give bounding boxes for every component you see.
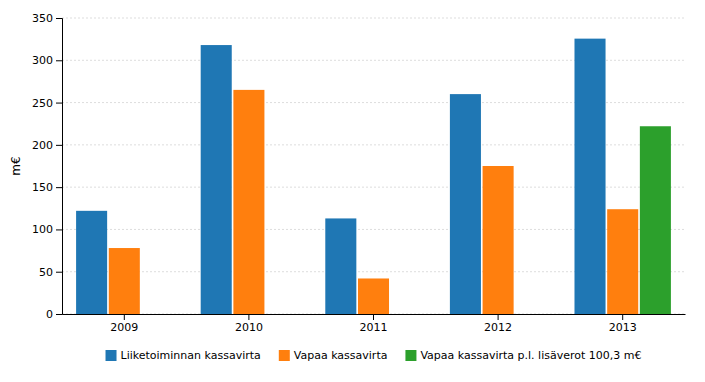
tick-label: 150 (32, 181, 53, 194)
tick: 250 (32, 97, 62, 110)
tick-mark (124, 314, 125, 320)
bar-series (109, 90, 638, 314)
tick-mark (56, 103, 62, 104)
tick: 2013 (609, 314, 637, 334)
tick-label: 50 (39, 266, 53, 279)
tick-label: 300 (32, 54, 53, 67)
legend-label: Vapaa kassavirta (294, 349, 388, 362)
plot-area: 2009 2010 2011 2012 2013 0 50 100 150 200 250 300 35… (32, 12, 686, 334)
tick: 200 (32, 139, 62, 152)
tick-mark (56, 229, 62, 230)
legend-item: Vapaa kassavirta (279, 349, 388, 362)
grid (62, 18, 685, 314)
bar (325, 218, 356, 314)
bar (450, 94, 481, 314)
bar (109, 248, 140, 314)
x-axis: 2009 2010 2011 2012 2013 (63, 314, 686, 334)
y-axis: 0 50 100 150 200 250 300 350 (32, 12, 63, 321)
bar (515, 314, 546, 315)
tick-mark (56, 145, 62, 146)
tick-label: 0 (46, 308, 53, 321)
tick-mark (498, 314, 499, 320)
bar-series (640, 126, 671, 314)
legend-label: Liiketoiminnan kassavirta (121, 349, 261, 362)
bar (391, 314, 422, 315)
bar (141, 314, 172, 315)
tick-label: 2012 (484, 321, 512, 334)
grid-line (62, 18, 685, 19)
tick-label: 2010 (235, 321, 263, 334)
legend-swatch (106, 350, 117, 361)
tick-mark (56, 18, 62, 19)
tick-mark (56, 187, 62, 188)
bar (607, 209, 638, 314)
tick: 2011 (360, 314, 388, 334)
legend: Liiketoiminnan kassavirta Vapaa kassavirt… (106, 349, 642, 362)
bar (358, 278, 389, 314)
tick-label: 2013 (609, 321, 637, 334)
bar (233, 90, 264, 314)
axis-line (56, 19, 63, 315)
bar (574, 39, 605, 314)
bars (76, 39, 671, 314)
tick: 2012 (484, 314, 512, 334)
tick: 100 (32, 223, 62, 236)
tick: 50 (39, 266, 62, 279)
bar (201, 45, 232, 314)
tick-label: 250 (32, 97, 53, 110)
legend-swatch (279, 350, 290, 361)
tick-mark (56, 314, 62, 315)
tick-label: 350 (32, 12, 53, 25)
chart-svg: 2009 2010 2011 2012 2013 0 50 100 150 200 250 300 35… (0, 0, 705, 382)
bar (76, 211, 107, 314)
legend-swatch (405, 350, 416, 361)
tick: 2010 (235, 314, 263, 334)
tick: 350 (32, 12, 62, 25)
tick: 2009 (110, 314, 138, 334)
y-axis-label: m€ (9, 156, 23, 175)
tick-mark (373, 314, 374, 320)
tick-label: 2011 (360, 321, 388, 334)
bar (483, 166, 514, 314)
tick-mark (248, 314, 249, 320)
tick: 150 (32, 181, 62, 194)
legend-item: Liiketoiminnan kassavirta (106, 349, 261, 362)
chart-container: 2009 2010 2011 2012 2013 0 50 100 150 200 250 300 35… (0, 0, 705, 382)
legend-item: Vapaa kassavirta p.l. lisäverot 100,3 m€ (405, 349, 641, 362)
legend-label: Vapaa kassavirta p.l. lisäverot 100,3 m€ (420, 349, 641, 362)
tick-label: 2009 (110, 321, 138, 334)
bar (266, 314, 297, 315)
tick-label: 100 (32, 223, 53, 236)
tick: 300 (32, 54, 62, 67)
tick-mark (56, 60, 62, 61)
bar-series (76, 39, 605, 314)
tick-mark (56, 272, 62, 273)
bar (640, 126, 671, 314)
tick: 0 (46, 308, 62, 321)
tick-label: 200 (32, 139, 53, 152)
tick-mark (622, 314, 623, 320)
